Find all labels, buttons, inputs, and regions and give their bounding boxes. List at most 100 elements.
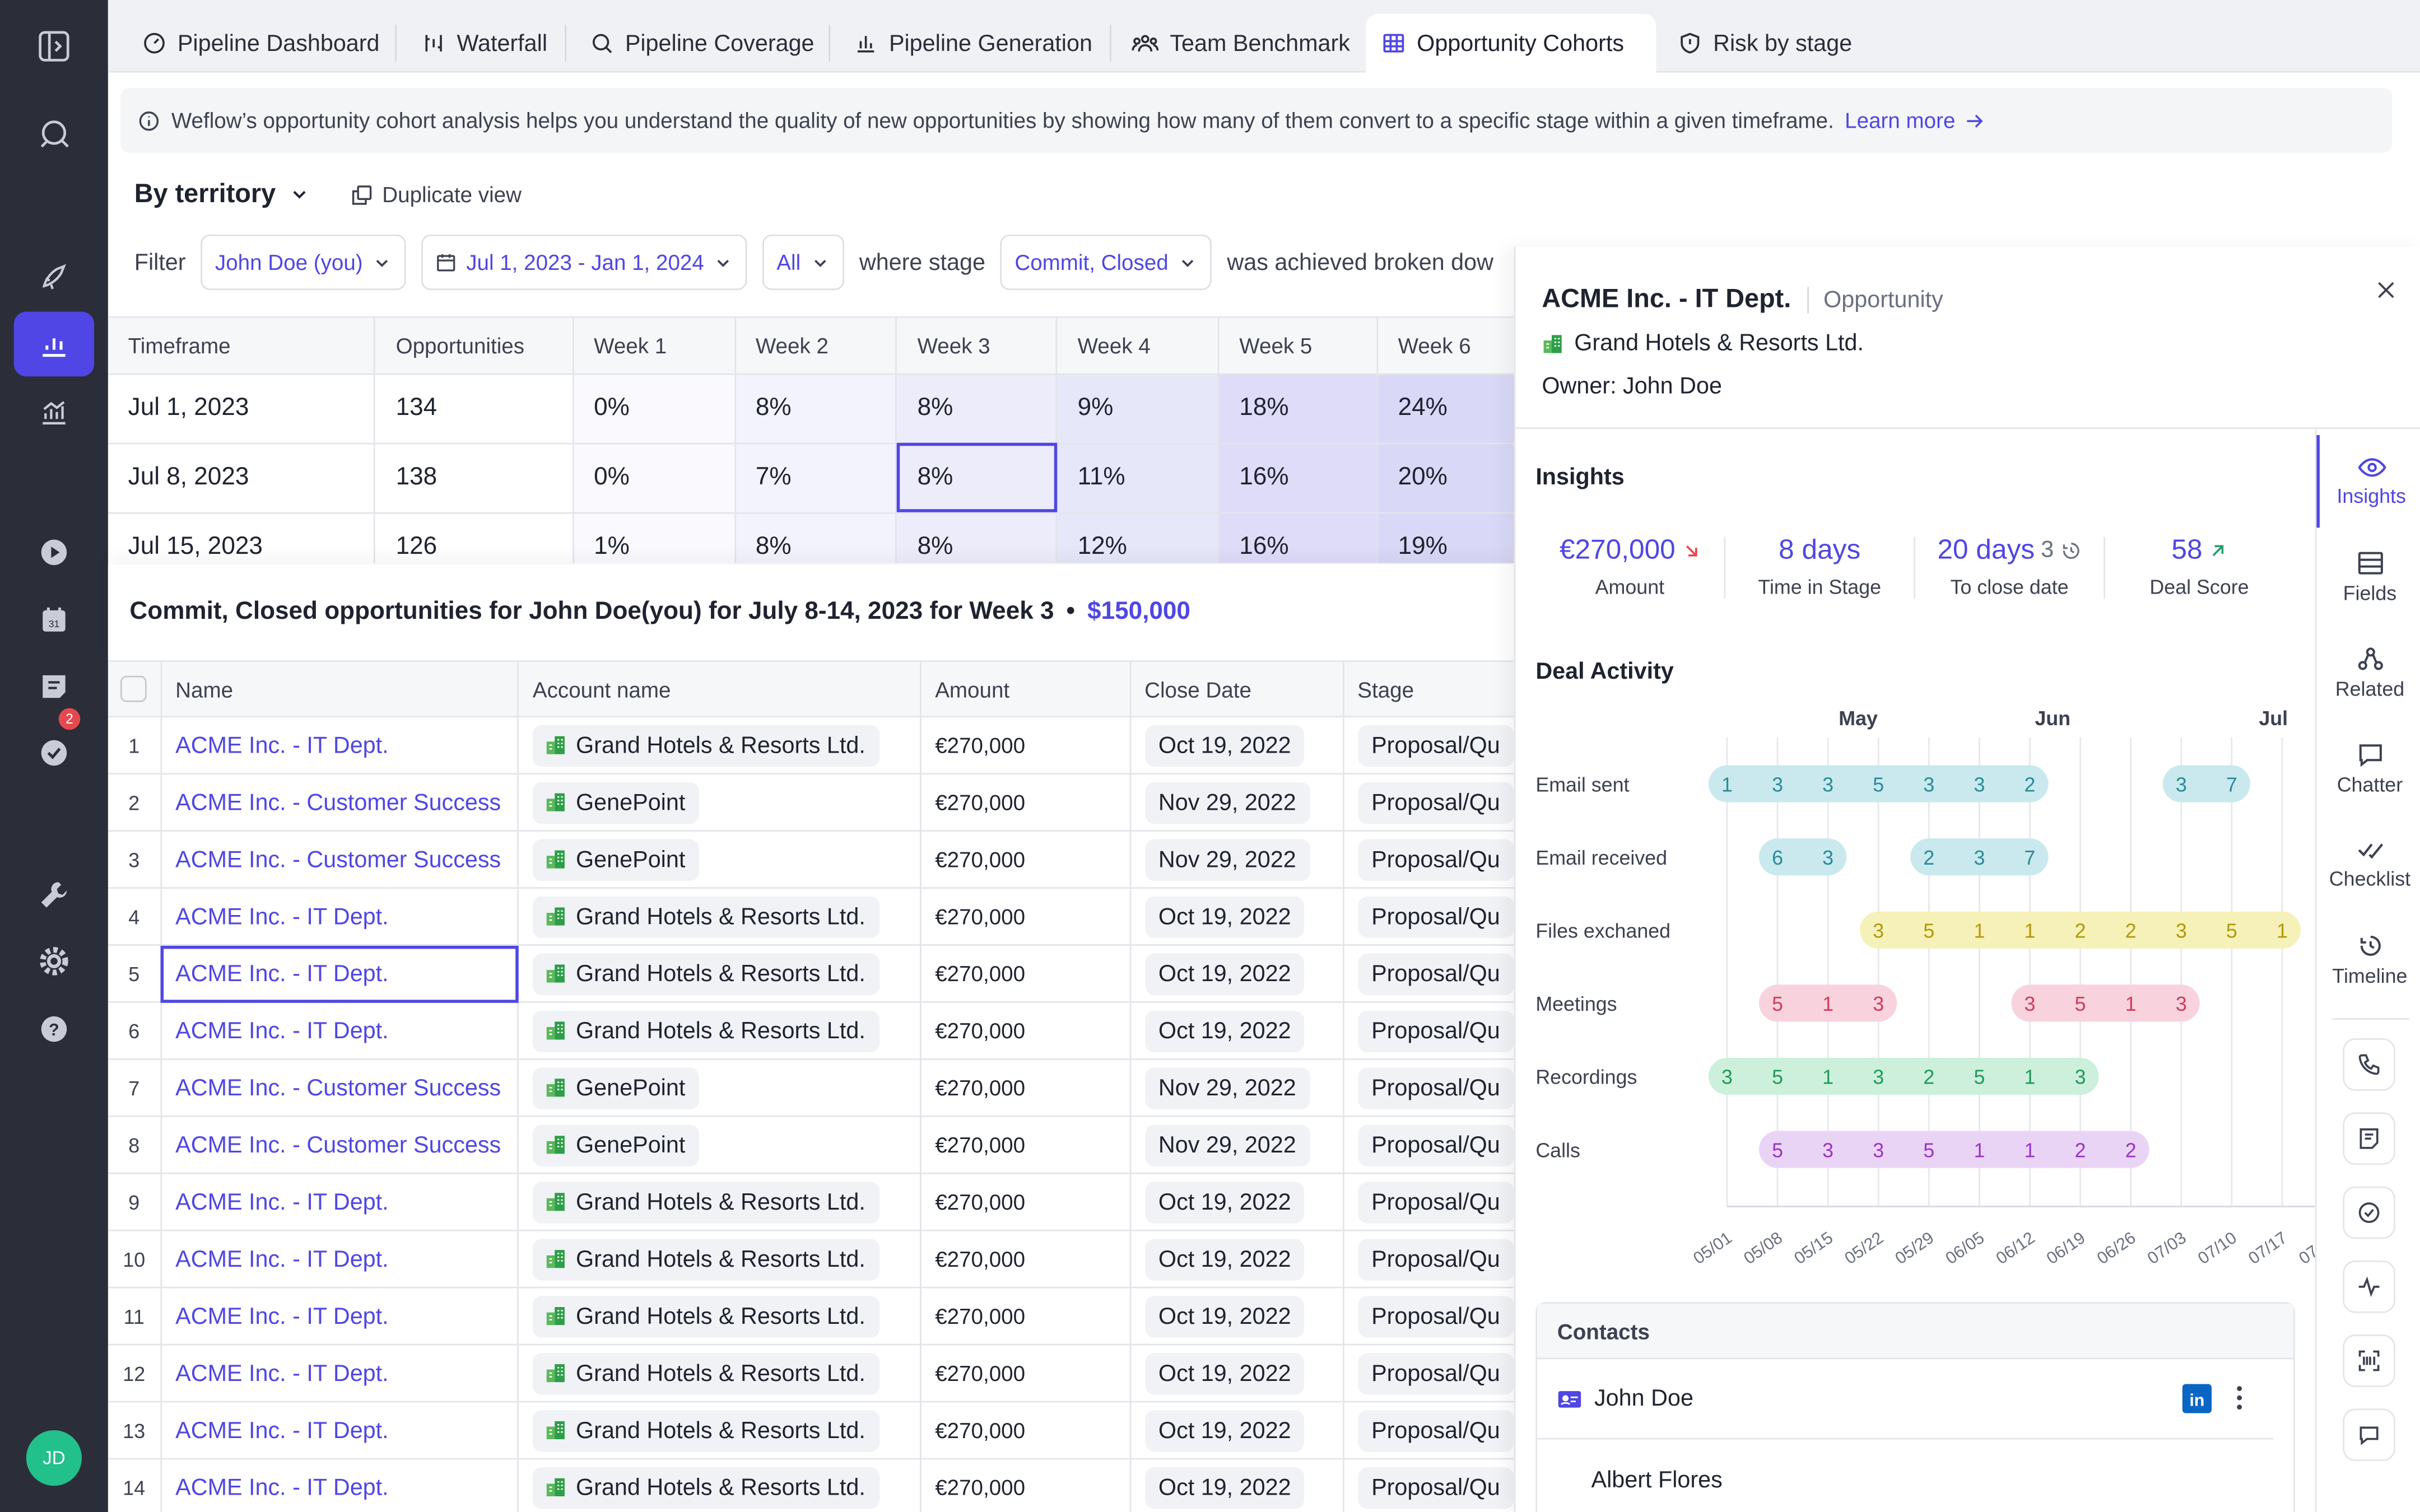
table-row[interactable]: 7 ACME Inc. - Customer Success GenePoint €2… [108,1059,1516,1117]
cohort-timeframe[interactable]: Jul 15, 2023 [108,512,376,563]
search-chat-icon[interactable] [14,102,94,167]
view-selector[interactable]: By territory [134,179,276,208]
cohort-week-cell[interactable]: 11% [1057,442,1220,514]
settings-icon[interactable] [14,929,94,994]
opportunity-name-link[interactable]: ACME Inc. - IT Dept. [161,1230,519,1289]
owner-filter[interactable]: John Doe (you) [201,234,406,290]
cohort-week-cell[interactable]: 20% [1377,442,1516,514]
cohort-week-cell[interactable]: 1% [573,512,736,563]
account-chip[interactable]: Grand Hotels & Resorts Ltd. [532,1409,879,1452]
opportunity-name-link[interactable]: ACME Inc. - IT Dept. [161,1458,519,1512]
opportunity-name-link[interactable]: ACME Inc. - IT Dept. [161,1287,519,1346]
opportunity-name-link[interactable]: ACME Inc. - IT Dept. [161,1402,519,1460]
column-header[interactable]: Week 3 [896,318,1058,375]
tab-pipeline-generation[interactable]: Pipeline Generation [838,14,1107,73]
column-header[interactable]: Opportunities [375,318,574,375]
cohort-week-cell[interactable]: 0% [573,442,736,514]
opportunity-name-link[interactable]: ACME Inc. - IT Dept. [161,888,519,946]
cohort-week-cell[interactable]: 19% [1377,512,1516,563]
wrench-icon[interactable] [14,862,94,927]
side-tab-checklist[interactable]: Checklist [2316,818,2420,910]
tab-opportunity-cohorts[interactable]: Opportunity Cohorts [1366,13,1656,73]
account-chip[interactable]: Grand Hotels & Resorts Ltd. [532,724,879,766]
tasks-icon[interactable]: 2 [14,708,94,786]
opportunity-name-link[interactable]: ACME Inc. - IT Dept. [161,1173,519,1231]
tab-waterfall[interactable]: Waterfall [406,14,563,73]
column-header[interactable]: Week 1 [573,318,736,375]
column-header[interactable]: Close Date [1129,660,1344,718]
account-chip[interactable]: Grand Hotels & Resorts Ltd. [532,1181,879,1223]
phone-icon[interactable] [2343,1038,2395,1091]
column-header[interactable]: Week 5 [1218,318,1378,375]
opportunity-name-link[interactable]: ACME Inc. - Customer Success [161,830,519,889]
date-range-filter[interactable]: Jul 1, 2023 - Jan 1, 2024 [421,234,747,290]
account-chip[interactable]: Grand Hotels & Resorts Ltd. [532,953,879,995]
table-row[interactable]: 11 ACME Inc. - IT Dept. Grand Hotels & Res… [108,1287,1516,1346]
rocket-icon[interactable] [14,244,94,309]
account-chip[interactable]: GenePoint [532,1124,700,1166]
table-row[interactable]: 6 ACME Inc. - IT Dept. Grand Hotels & Reso… [108,1002,1516,1060]
table-row[interactable]: 12 ACME Inc. - IT Dept. Grand Hotels & Res… [108,1345,1516,1403]
toggle-sidebar-icon[interactable] [14,14,94,79]
table-row[interactable]: 8 ACME Inc. - Customer Success GenePoint €2… [108,1116,1516,1174]
table-row[interactable]: 9 ACME Inc. - IT Dept. Grand Hotels & Reso… [108,1173,1516,1231]
side-tab-insights[interactable]: Insights [2316,435,2420,528]
account-chip[interactable]: GenePoint [532,781,700,823]
cohort-week-cell[interactable]: 8% [734,373,897,444]
table-row[interactable]: 4 ACME Inc. - IT Dept. Grand Hotels & Reso… [108,888,1516,946]
tab-risk-by-stage[interactable]: Risk by stage [1662,14,1868,73]
opportunity-name-link[interactable]: ACME Inc. - IT Dept. [161,945,519,1003]
table-row[interactable]: 14 ACME Inc. - IT Dept. Grand Hotels & Res… [108,1458,1516,1512]
side-tab-chatter[interactable]: Chatter [2316,722,2420,814]
opportunity-name-link[interactable]: ACME Inc. - Customer Success [161,1059,519,1117]
cohort-week-cell[interactable]: 18% [1218,373,1378,444]
tab-pipeline-coverage[interactable]: Pipeline Coverage [574,14,830,73]
tab-team-benchmark[interactable]: Team Benchmark [1116,14,1366,73]
opportunity-name-link[interactable]: ACME Inc. - Customer Success [161,1116,519,1174]
close-icon[interactable] [2374,278,2398,302]
contact-row[interactable]: John Doe in [1537,1359,2274,1440]
table-row[interactable]: 2 ACME Inc. - Customer Success GenePoint €2… [108,773,1516,832]
account-chip[interactable]: Grand Hotels & Resorts Ltd. [532,1010,879,1052]
table-row[interactable]: 10 ACME Inc. - IT Dept. Grand Hotels & Res… [108,1230,1516,1289]
account-chip[interactable]: GenePoint [532,838,700,880]
table-row[interactable]: 3 ACME Inc. - Customer Success GenePoint €2… [108,830,1516,889]
column-header[interactable]: Name [161,660,519,718]
scope-filter[interactable]: All [762,234,844,290]
opportunity-name-link[interactable]: ACME Inc. - Customer Success [161,773,519,832]
cohort-week-cell[interactable]: 16% [1218,512,1378,563]
more-options-icon[interactable] [2235,1385,2244,1410]
side-tab-timeline[interactable]: Timeline [2316,913,2420,1006]
column-header[interactable]: Timeframe [108,318,376,375]
account-chip[interactable]: Grand Hotels & Resorts Ltd. [532,1238,879,1280]
column-header[interactable]: Stage [1343,660,1516,718]
account-chip[interactable]: Grand Hotels & Resorts Ltd. [532,1352,879,1394]
user-avatar[interactable]: JD [26,1430,82,1486]
tab-pipeline-dashboard[interactable]: Pipeline Dashboard [127,14,395,73]
cohort-count[interactable]: 138 [375,442,574,514]
column-header[interactable]: Amount [920,660,1131,718]
cohort-week-cell[interactable]: 7% [734,442,897,514]
panel-account[interactable]: Grand Hotels & Resorts Ltd. [1542,330,1864,356]
opportunity-name-link[interactable]: ACME Inc. - IT Dept. [161,1345,519,1403]
linkedin-icon[interactable]: in [2182,1384,2212,1413]
account-chip[interactable]: Grand Hotels & Resorts Ltd. [532,1466,879,1509]
column-header[interactable]: Week 4 [1057,318,1220,375]
calendar-icon[interactable]: 31 [14,588,94,653]
opportunity-name-link[interactable]: ACME Inc. - IT Dept. [161,1002,519,1060]
side-tab-fields[interactable]: Fields [2316,531,2420,623]
panel-title[interactable]: ACME Inc. - IT Dept. [1542,283,1791,314]
column-header[interactable]: Week 6 [1377,318,1516,375]
account-chip[interactable]: Grand Hotels & Resorts Ltd. [532,895,879,937]
cohort-week-cell[interactable]: 8% [896,442,1058,514]
notes-icon[interactable] [14,654,94,719]
select-all-checkbox[interactable] [120,675,147,702]
chevron-down-icon[interactable] [288,184,310,206]
cohort-week-cell[interactable]: 24% [1377,373,1516,444]
table-row[interactable]: 5 ACME Inc. - IT Dept. Grand Hotels & Reso… [108,945,1516,1003]
cohort-week-cell[interactable]: 9% [1057,373,1220,444]
note-icon[interactable] [2343,1112,2395,1165]
cohort-week-cell[interactable]: 0% [573,373,736,444]
duplicate-view-button[interactable]: Duplicate view [350,182,522,207]
table-row[interactable]: 13 ACME Inc. - IT Dept. Grand Hotels & Res… [108,1402,1516,1460]
